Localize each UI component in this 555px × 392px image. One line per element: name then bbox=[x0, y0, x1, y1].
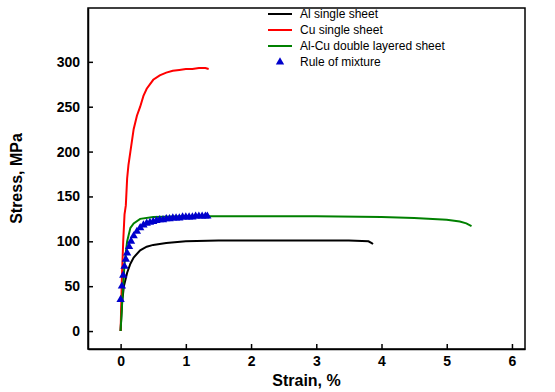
y-tick-mark bbox=[88, 286, 93, 288]
plot-frame bbox=[88, 8, 525, 349]
x-tick: 6 bbox=[509, 344, 517, 369]
x-tick: 0 bbox=[117, 344, 125, 369]
y-tick-label: 250 bbox=[57, 99, 81, 115]
data-point bbox=[120, 262, 128, 269]
x-tick-label: 5 bbox=[443, 353, 451, 369]
x-tick: 3 bbox=[313, 344, 321, 369]
data-line bbox=[121, 240, 373, 331]
y-tick: 150 bbox=[57, 188, 93, 204]
y-tick-mark bbox=[88, 106, 93, 108]
y-tick-mark bbox=[88, 196, 93, 198]
y-tick: 300 bbox=[57, 54, 93, 70]
legend-label: Al single sheet bbox=[300, 7, 379, 21]
data-layer bbox=[116, 68, 471, 331]
y-tick-mark bbox=[88, 62, 93, 64]
x-axis-line bbox=[89, 349, 526, 351]
legend: Al single sheet Cu single sheet Al-Cu doub… bbox=[268, 7, 445, 69]
data-point bbox=[119, 271, 127, 278]
x-axis-title: Strain, % bbox=[272, 372, 340, 389]
x-tick-label: 6 bbox=[509, 353, 517, 369]
x-tick-mark bbox=[251, 344, 253, 349]
data-point bbox=[122, 254, 130, 261]
x-tick: 2 bbox=[248, 344, 256, 369]
x-tick-mark bbox=[120, 344, 122, 349]
data-line bbox=[121, 216, 472, 331]
y-tick-label: 50 bbox=[64, 278, 80, 294]
y-tick-mark bbox=[88, 151, 93, 153]
x-tick-mark bbox=[512, 344, 514, 349]
plot: 0 1 2 3 4 5 6 0 50 100 150 200 250 300 Al single sheet… bbox=[57, 7, 526, 369]
x-tick-label: 3 bbox=[313, 353, 321, 369]
y-axis-title: Stress, MPa bbox=[8, 133, 25, 224]
y-tick: 200 bbox=[57, 144, 93, 160]
x-tick-label: 1 bbox=[182, 353, 190, 369]
legend-swatch bbox=[268, 45, 292, 47]
y-tick-label: 100 bbox=[57, 233, 81, 249]
legend-swatch bbox=[268, 29, 292, 31]
x-tick: 5 bbox=[443, 344, 451, 369]
x-tick: 4 bbox=[378, 344, 386, 369]
x-tick-mark bbox=[316, 344, 318, 349]
x-tick-label: 0 bbox=[117, 353, 125, 369]
y-tick-label: 0 bbox=[72, 323, 80, 339]
x-tick-mark bbox=[446, 344, 448, 349]
y-tick-mark bbox=[88, 241, 93, 243]
y-tick: 0 bbox=[72, 323, 93, 339]
x-tick-mark bbox=[186, 344, 188, 349]
legend-label: Cu single sheet bbox=[300, 23, 383, 37]
y-axis-line bbox=[88, 9, 90, 350]
data-point bbox=[116, 295, 124, 302]
x-tick-label: 2 bbox=[248, 353, 256, 369]
x-tick-label: 4 bbox=[378, 353, 386, 369]
chart: 0 1 2 3 4 5 6 0 50 100 150 200 250 300 Al single sheet… bbox=[0, 0, 555, 392]
legend-label: Rule of mixture bbox=[300, 55, 381, 69]
data-point bbox=[118, 281, 126, 288]
legend-label: Al-Cu double layered sheet bbox=[300, 39, 445, 53]
legend-swatch bbox=[268, 13, 292, 15]
y-tick-mark bbox=[88, 331, 93, 333]
y-tick: 250 bbox=[57, 99, 93, 115]
x-tick: 1 bbox=[182, 344, 190, 369]
y-tick: 50 bbox=[64, 278, 93, 294]
y-tick-label: 300 bbox=[57, 54, 81, 70]
y-tick-label: 150 bbox=[57, 188, 81, 204]
x-tick-mark bbox=[381, 344, 383, 349]
legend-swatch bbox=[276, 57, 284, 64]
y-axis: 0 50 100 150 200 250 300 bbox=[57, 9, 93, 350]
y-tick: 100 bbox=[57, 233, 93, 249]
data-point bbox=[203, 211, 211, 218]
y-tick-label: 200 bbox=[57, 144, 81, 160]
data-line bbox=[121, 68, 209, 331]
x-axis: 0 1 2 3 4 5 6 bbox=[89, 344, 526, 369]
data-point bbox=[123, 248, 131, 255]
